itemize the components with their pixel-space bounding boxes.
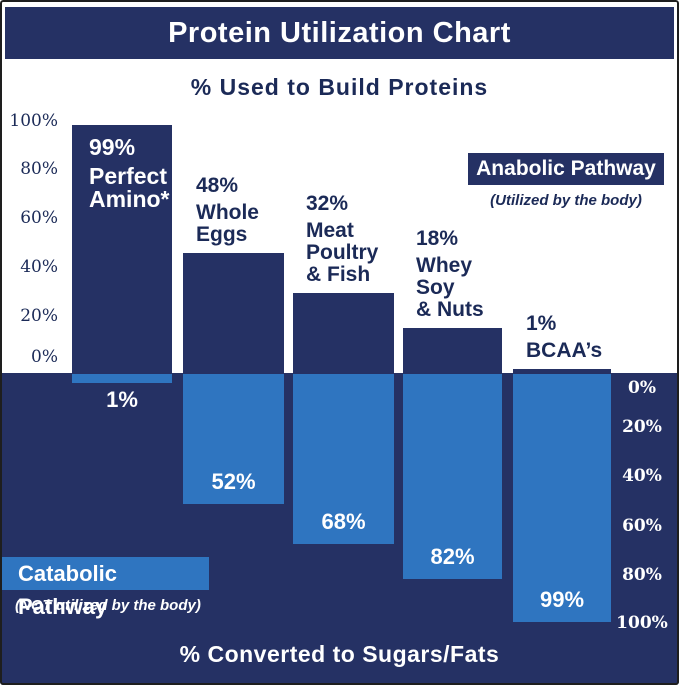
bar-name-line: Meat (306, 218, 354, 242)
bar-name-label: 18% Whey Soy & Nuts (416, 226, 484, 321)
bar-anabolic-value: 18% (416, 226, 459, 250)
bar-catabolic-value: 52% (211, 469, 256, 495)
bar-anabolic-value: 99% (89, 134, 136, 160)
bar-anabolic (403, 327, 502, 373)
bar-catabolic-value: 99% (539, 587, 585, 612)
title-banner: Protein Utilization Chart (5, 7, 674, 59)
bar-catabolic (403, 374, 502, 580)
catabolic-pathway-caption: (NOT utilized by the body) (15, 597, 201, 614)
left-axis-tick: 60% (20, 208, 58, 228)
bar-name-line: Soy (416, 275, 455, 299)
left-axis-tick: 20% (20, 306, 58, 326)
bar-name-line: BCAA’s (526, 339, 603, 362)
bar-name-label: 32% Meat Poultry & Fish (306, 191, 379, 286)
top-axis-title: % Used to Build Proteins (190, 74, 489, 100)
bar-anabolic (293, 292, 394, 373)
right-axis-tick: 0% (628, 378, 656, 398)
bar-catabolic (183, 374, 284, 505)
bar-name-line: & Fish (306, 262, 371, 286)
bar-name-line: Whey (416, 253, 473, 277)
anabolic-pathway-label: Anabolic Pathway (476, 157, 656, 180)
right-axis-tick: 60% (622, 516, 662, 536)
bar-catabolic (72, 374, 172, 383)
bar-anabolic-value: 1% (526, 312, 557, 335)
bar-catabolic (293, 374, 394, 545)
bar-anabolic (513, 369, 611, 373)
bar-name-label: 48% Whole Eggs (196, 173, 259, 246)
bar-anabolic (183, 252, 284, 373)
bar-name-line: Poultry (306, 240, 379, 264)
bar-catabolic-value: 68% (321, 509, 366, 535)
bar-name-label: 99% Perfect Amino* (89, 136, 170, 211)
catabolic-pathway-label: Catabolic Pathway (18, 561, 118, 619)
right-axis-tick: 20% (622, 417, 662, 437)
left-axis-tick: 0% (31, 347, 58, 367)
bar-name-line: Perfect (89, 163, 167, 189)
bottom-axis-title: % Converted to Sugars/Fats (179, 641, 500, 667)
bar-catabolic-value: 82% (430, 544, 475, 570)
page-title: Protein Utilization Chart (168, 17, 511, 49)
bar-anabolic (72, 125, 172, 373)
right-axis-tick: 40% (622, 466, 662, 486)
bar-name-line: Whole (196, 200, 259, 224)
bar-name-line: & Nuts (416, 297, 484, 321)
left-axis-tick: 80% (20, 159, 58, 179)
left-axis-tick: 100% (9, 111, 58, 131)
bar-name-line: Amino* (89, 186, 170, 212)
catabolic-pathway-badge: Catabolic Pathway (2, 557, 209, 619)
right-axis-tick: 80% (622, 565, 662, 585)
bar-anabolic-value: 48% (196, 173, 239, 197)
right-axis-tick: 100% (616, 613, 668, 633)
bar-anabolic-value: 32% (306, 191, 349, 215)
bar-name-line: Eggs (196, 222, 248, 246)
anabolic-pathway-caption: (Utilized by the body) (490, 192, 642, 209)
bar-name-label: 1% BCAA’s (526, 313, 602, 362)
anabolic-pathway-badge: Anabolic Pathway (468, 153, 664, 185)
left-axis-tick: 40% (20, 257, 58, 277)
bar-catabolic-value: 1% (106, 387, 138, 412)
bar-catabolic (513, 374, 611, 622)
